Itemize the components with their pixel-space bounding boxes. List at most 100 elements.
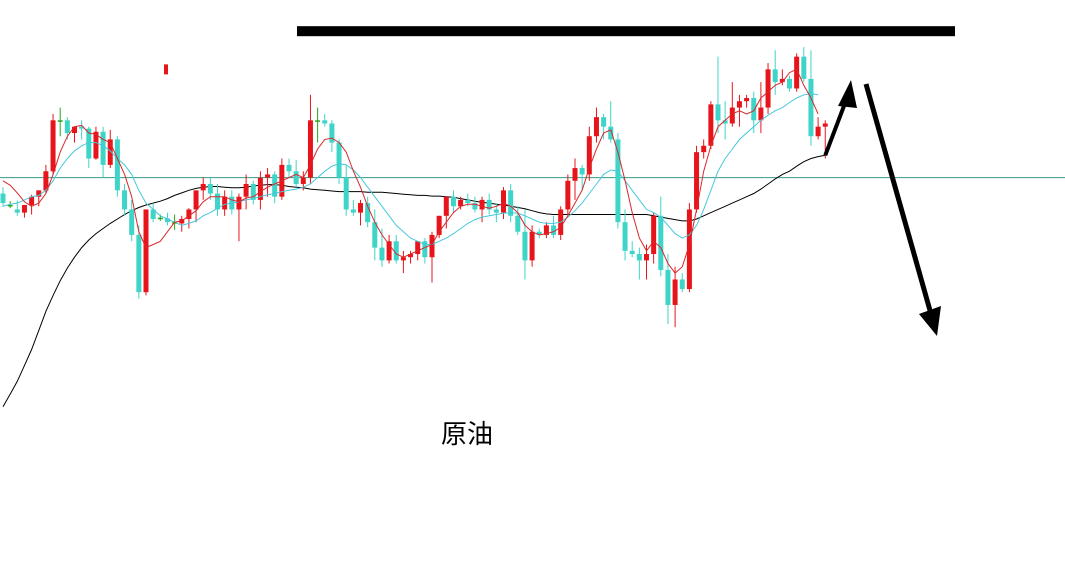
- candle: [222, 190, 228, 216]
- candle-body: [744, 98, 750, 102]
- candle-body: [586, 136, 592, 175]
- candle-body: [358, 203, 363, 213]
- candle: [400, 250, 406, 274]
- candle-body: [801, 56, 807, 79]
- candle: [279, 158, 285, 200]
- candle: [0, 187, 6, 207]
- candle-body: [551, 225, 557, 235]
- candle-body: [200, 183, 206, 191]
- candle-body: [479, 199, 485, 210]
- candle-body: [322, 120, 328, 124]
- candle: [686, 203, 692, 293]
- candle-body: [86, 128, 92, 159]
- candle: [107, 129, 113, 169]
- candle: [408, 250, 414, 264]
- candle-body: [536, 231, 542, 235]
- candle-body: [72, 126, 77, 134]
- candle-body: [393, 241, 399, 261]
- candle-body: [350, 209, 356, 213]
- candle: [586, 126, 592, 181]
- candle-body: [150, 209, 156, 219]
- candle-body: [622, 222, 628, 251]
- candle: [343, 164, 349, 216]
- candle-body: [272, 174, 278, 197]
- candle-body: [93, 131, 99, 159]
- candle: [50, 113, 56, 175]
- candle: [436, 215, 442, 239]
- candle: [458, 196, 464, 210]
- candle-body: [222, 196, 228, 210]
- candle: [801, 47, 807, 83]
- candle-body: [257, 177, 263, 200]
- candle: [422, 238, 428, 264]
- candle: [672, 266, 678, 328]
- candle-body: [293, 171, 299, 184]
- candle-body: [572, 168, 578, 181]
- candle-body: [43, 171, 49, 191]
- candle: [551, 215, 557, 239]
- candle-body: [0, 193, 6, 204]
- candle-body: [250, 183, 256, 200]
- candle: [815, 117, 821, 140]
- candle-body: [593, 117, 599, 137]
- resistance-line: [297, 26, 955, 37]
- candle: [543, 222, 549, 239]
- candle: [336, 139, 342, 184]
- candle: [772, 50, 778, 95]
- candle-body: [193, 190, 199, 210]
- candle: [679, 273, 685, 293]
- down-arrow-shaft: [863, 83, 934, 315]
- candle-body: [501, 190, 506, 213]
- candle: [601, 113, 607, 140]
- candle-body: [815, 126, 821, 137]
- candle-body: [50, 120, 56, 172]
- candle: [486, 193, 492, 215]
- candle: [729, 82, 735, 127]
- annotation-layer: [164, 26, 955, 336]
- candle-body: [107, 139, 113, 165]
- candle: [143, 209, 149, 296]
- candle: [29, 194, 35, 215]
- candle-body: [515, 215, 521, 232]
- candle-body: [450, 196, 456, 207]
- candle-body: [386, 241, 392, 261]
- candle-body: [265, 174, 271, 178]
- red-marker: [164, 64, 168, 75]
- candle: [744, 94, 750, 108]
- candle-body: [701, 145, 707, 153]
- candle: [572, 158, 578, 200]
- candle-body: [715, 104, 721, 121]
- candle-body: [286, 164, 292, 172]
- candle-body: [379, 247, 385, 261]
- candle-body: [722, 120, 728, 124]
- candle: [386, 234, 392, 264]
- candle-body: [79, 126, 85, 129]
- candle: [329, 120, 335, 153]
- candle-body: [243, 183, 249, 197]
- candle-body: [644, 254, 649, 261]
- candle: [129, 199, 135, 242]
- up-arrow-head: [838, 80, 857, 108]
- candle-body: [651, 215, 657, 255]
- candle: [608, 101, 614, 143]
- candle-body: [794, 56, 800, 89]
- candle: [579, 164, 585, 191]
- candle: [644, 244, 649, 280]
- candle-body: [14, 209, 20, 213]
- candle: [286, 158, 292, 178]
- candle-body: [808, 78, 814, 137]
- candle-body: [143, 209, 149, 293]
- candle: [536, 228, 542, 239]
- candle-body: [129, 209, 135, 235]
- candle-body: [672, 279, 678, 305]
- candle: [508, 183, 514, 223]
- candle-body: [57, 120, 63, 122]
- candle-body: [122, 190, 128, 210]
- candle: [787, 75, 792, 92]
- candle: [86, 126, 92, 169]
- candle-body: [772, 69, 778, 83]
- candle-body: [758, 107, 764, 121]
- candle-body: [458, 199, 464, 207]
- candle: [715, 56, 721, 134]
